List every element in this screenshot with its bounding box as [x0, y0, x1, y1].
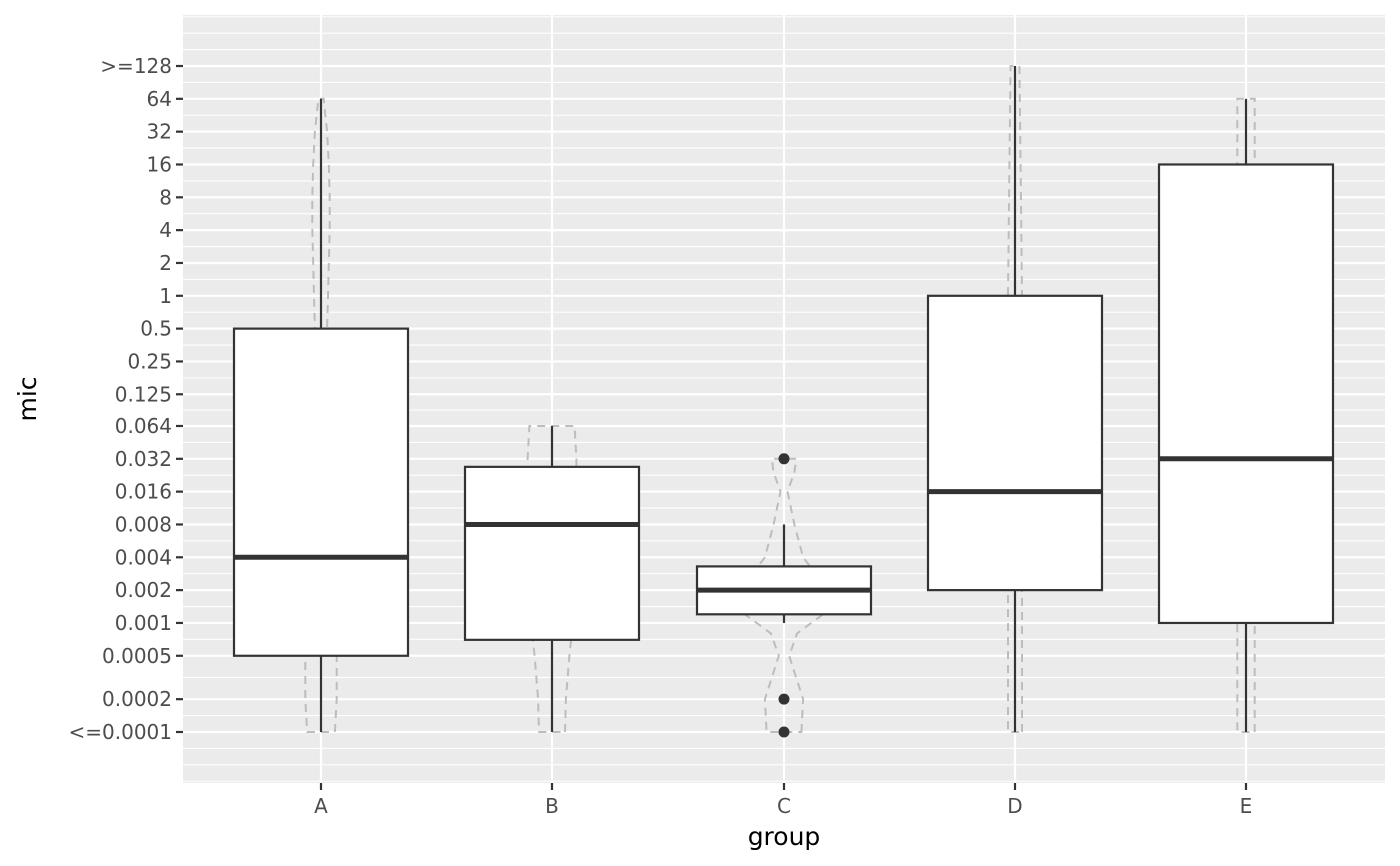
box-group-B: [463, 425, 641, 732]
y-tick-label: 0.032: [115, 447, 172, 471]
box-iqr: [463, 465, 641, 641]
x-axis: A B C D E: [314, 783, 1252, 818]
x-tick-label: A: [314, 794, 328, 818]
x-axis-title: group: [748, 822, 821, 851]
y-tick-label: 8: [159, 185, 172, 209]
y-tick-label: 0.125: [115, 382, 172, 406]
x-tick-label: B: [545, 794, 559, 818]
y-tick-label: 32: [147, 120, 172, 144]
y-tick-label: 2: [159, 251, 172, 275]
y-axis-title: mic: [13, 376, 42, 421]
box-layer: [232, 66, 1335, 738]
y-tick-label: 0.0002: [102, 687, 172, 711]
y-tick-label: 1: [159, 284, 172, 308]
violin-B: [524, 425, 580, 733]
y-tick-label: 4: [159, 218, 172, 242]
y-tick-label: 0.064: [115, 414, 172, 438]
box-iqr: [1157, 163, 1335, 625]
y-tick-label: 0.008: [115, 512, 172, 536]
x-tick-label: E: [1240, 794, 1253, 818]
violin-D: [1007, 65, 1023, 733]
box-iqr: [926, 294, 1104, 592]
violin-E: [1236, 97, 1256, 733]
y-tick-label: 0.5: [140, 317, 172, 341]
box-group-A: [232, 98, 410, 732]
y-tick-label: 0.0005: [102, 644, 172, 668]
box-group-E: [1157, 98, 1335, 732]
y-axis: >=128 64 32 16 8 4 2 1 0.5 0.25 0.125 0.064 0.032 0.0…: [69, 54, 183, 744]
y-tick-label: >=128: [100, 54, 172, 78]
outlier-point: [778, 726, 790, 738]
box-iqr: [232, 327, 410, 657]
x-tick-label: D: [1007, 794, 1022, 818]
y-tick-label: 0.001: [115, 611, 172, 635]
outlier-point: [778, 453, 790, 465]
y-tick-label: 16: [147, 152, 172, 176]
y-tick-label: 0.25: [127, 349, 172, 373]
y-tick-label: 0.016: [115, 480, 172, 504]
outlier-point: [778, 693, 790, 705]
y-tick-label: 0.004: [115, 545, 172, 569]
box-group-D: [926, 66, 1104, 732]
y-tick-label: 0.002: [115, 578, 172, 602]
y-tick-label: 64: [147, 87, 172, 111]
x-tick-label: C: [777, 794, 791, 818]
box-group-C: [695, 453, 873, 738]
y-tick-label: <=0.0001: [69, 720, 173, 744]
